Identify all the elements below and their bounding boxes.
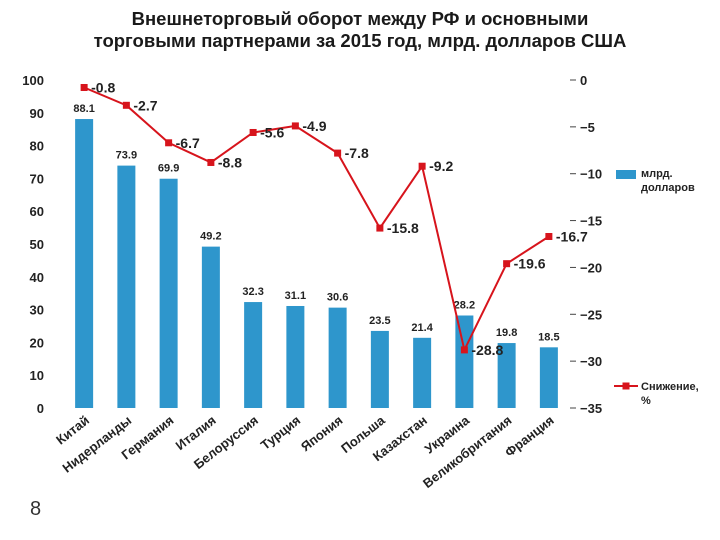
- bar-value-label: 18.5: [538, 331, 559, 343]
- chart-title-line-2: торговыми партнерами за 2015 год, млрд. …: [93, 30, 627, 51]
- category-label: Япония: [298, 413, 346, 455]
- bar: [117, 165, 136, 408]
- left-axis-tick-label: 100: [22, 73, 44, 88]
- bar-value-label: 30.6: [327, 292, 348, 304]
- decline-point: [122, 101, 130, 109]
- bar: [286, 305, 305, 408]
- decline-point: [80, 83, 88, 91]
- bar: [413, 337, 432, 408]
- decline-value-label: -9.2: [429, 158, 453, 174]
- decline-point: [165, 139, 173, 147]
- legend-bar-label-cont: долларов: [641, 182, 695, 194]
- bar: [539, 347, 558, 408]
- left-axis-tick-label: 20: [30, 335, 44, 350]
- decline-value-label: -28.8: [471, 342, 503, 358]
- left-axis-tick-label: 90: [30, 106, 44, 121]
- chart-title: Внешнеторговый оборот между РФ и основны…: [0, 8, 720, 52]
- bar-value-label: 88.1: [73, 103, 94, 115]
- decline-value-label: -6.7: [176, 135, 200, 151]
- left-axis-tick-label: 50: [30, 237, 44, 252]
- chart-title-line-1: Внешнеторговый оборот между РФ и основны…: [131, 8, 589, 29]
- left-axis-tick-label: 0: [37, 401, 44, 416]
- bar: [159, 178, 178, 408]
- decline-point: [503, 260, 511, 268]
- bar: [370, 330, 389, 408]
- decline-value-label: -0.8: [91, 79, 115, 95]
- bar-value-label: 19.8: [496, 327, 517, 339]
- bar-value-label: 23.5: [369, 315, 390, 327]
- bar-value-label: 31.1: [285, 290, 306, 302]
- right-axis-tick-label: −20: [580, 260, 602, 275]
- decline-point: [418, 162, 426, 170]
- legend-line-label-cont: %: [641, 395, 651, 407]
- left-axis-tick-label: 10: [30, 368, 44, 383]
- decline-line: [83, 86, 550, 353]
- left-axis-tick-label: 60: [30, 204, 44, 219]
- legend-line-marker: [622, 382, 630, 390]
- slide-number: 8: [30, 498, 42, 520]
- legend-bar-swatch: [616, 170, 636, 179]
- decline-value-label: -15.8: [387, 220, 419, 236]
- legend-line-label: Снижение,: [641, 381, 699, 393]
- bar: [328, 307, 347, 408]
- decline-point: [460, 346, 468, 354]
- left-axis-tick-label: 80: [30, 139, 44, 154]
- bar: [201, 246, 220, 408]
- left-axis-tick-label: 30: [30, 303, 44, 318]
- bar: [75, 119, 94, 409]
- bar: [497, 343, 516, 408]
- decline-value-label: -19.6: [514, 256, 546, 272]
- bar-value-label: 69.9: [158, 163, 179, 175]
- bar-value-label: 28.2: [454, 300, 475, 312]
- decline-value-label: -4.9: [302, 118, 326, 134]
- right-axis-tick-label: 0: [580, 73, 587, 88]
- decline-value-label: -16.7: [556, 229, 588, 245]
- decline-point: [291, 122, 299, 130]
- bar: [455, 315, 474, 408]
- decline-point: [376, 224, 384, 232]
- right-axis-tick-label: −30: [580, 354, 602, 369]
- legend-bar-label: млрд.: [641, 168, 673, 180]
- decline-point: [334, 149, 342, 157]
- left-axis-tick-label: 70: [30, 171, 44, 186]
- right-axis-tick-label: −10: [580, 167, 602, 182]
- bar-value-label: 73.9: [116, 150, 137, 162]
- decline-value-label: -7.8: [345, 145, 369, 161]
- bar-value-label: 32.3: [242, 286, 263, 298]
- right-axis-tick-label: −5: [580, 120, 595, 135]
- decline-point: [207, 158, 215, 166]
- right-axis-tick-label: −25: [580, 307, 602, 322]
- bar-value-label: 49.2: [200, 231, 221, 243]
- decline-value-label: -8.8: [218, 154, 242, 170]
- decline-value-label: -5.6: [260, 124, 284, 140]
- left-axis-tick-label: 40: [30, 270, 44, 285]
- right-axis-tick-label: −15: [580, 214, 602, 229]
- decline-point: [545, 233, 553, 241]
- decline-point: [249, 128, 257, 136]
- bar-value-label: 21.4: [411, 322, 433, 334]
- right-axis-tick-label: −35: [580, 401, 602, 416]
- bar: [244, 302, 263, 408]
- decline-value-label: -2.7: [133, 97, 157, 113]
- category-label: Турция: [258, 413, 303, 453]
